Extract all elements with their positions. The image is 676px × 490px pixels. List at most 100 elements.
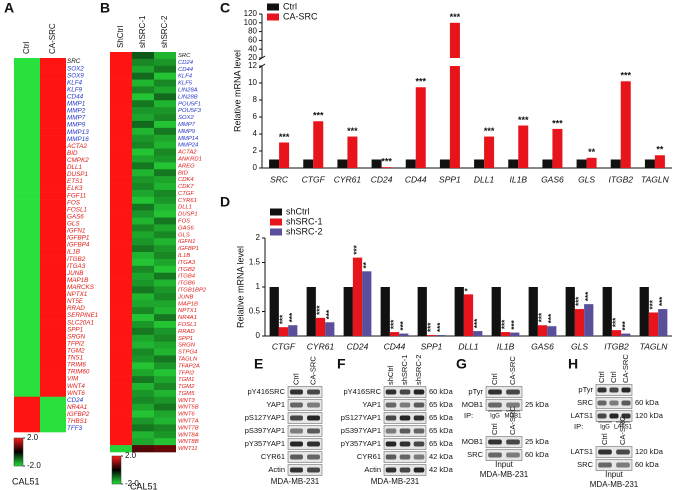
heat-cell <box>154 86 176 94</box>
significance: * <box>464 287 473 291</box>
heat-cell <box>40 312 66 320</box>
heat-cell <box>110 265 132 273</box>
heat-cell <box>132 383 154 391</box>
heat-cell <box>110 383 132 391</box>
band <box>413 441 425 447</box>
bar <box>463 294 474 336</box>
heat-cell <box>14 114 40 122</box>
cell-line: MDA-MB-231 <box>371 477 420 486</box>
scale-label: 2.0 <box>27 433 39 442</box>
column-label: shSRC-1 <box>138 15 147 48</box>
cell-line: MDA-MB-231 <box>590 480 639 489</box>
significance: *** <box>473 318 482 328</box>
heat-cell <box>132 369 154 377</box>
gene-label: SPP1 <box>67 326 83 333</box>
gene-label: SLC20A1 <box>67 319 94 326</box>
heat-cell <box>14 72 40 80</box>
heat-cell <box>154 252 176 260</box>
heat-cell <box>14 276 40 285</box>
gene-label: WNT8B <box>178 439 199 445</box>
band <box>597 413 607 419</box>
heat-cell <box>14 382 40 390</box>
heat-cell <box>132 58 154 67</box>
band <box>413 389 425 395</box>
heat-cell <box>154 127 176 136</box>
heat-cell <box>110 252 132 260</box>
heat-cell <box>132 86 154 94</box>
row-label: CYR61 <box>261 452 285 461</box>
bar <box>610 159 621 168</box>
cell-line: MDA-MB-231 <box>271 477 320 486</box>
band <box>399 428 411 434</box>
gene-label: WNT7A <box>178 419 199 425</box>
lane-label: Ctrl <box>609 371 618 383</box>
lane-label: shSRC-2 <box>414 355 423 385</box>
heat-cell <box>110 327 132 336</box>
gene-label: THBS1 <box>67 418 87 425</box>
heat-cell <box>154 383 176 391</box>
bar <box>500 332 511 336</box>
bar <box>278 327 289 336</box>
row-label: YAP1 <box>266 400 285 409</box>
band <box>307 402 320 408</box>
heat-cell <box>40 65 66 73</box>
heat-cell <box>40 177 66 186</box>
heat-cell <box>40 121 66 129</box>
heat-cell <box>132 431 154 439</box>
x-tick-label: SRC <box>270 174 289 184</box>
bar <box>620 81 631 168</box>
heat-cell <box>110 231 132 239</box>
gene-label: TGM2 <box>178 384 195 390</box>
heat-cell <box>14 100 40 108</box>
band <box>307 467 320 473</box>
heat-cell <box>132 189 154 198</box>
heat-cell <box>154 189 176 198</box>
gene-label: FOS <box>178 219 190 225</box>
ip-label: IP: <box>574 422 583 431</box>
heat-cell <box>154 162 176 170</box>
heat-cell <box>132 348 154 356</box>
significance: *** <box>547 313 556 323</box>
heat-cell <box>132 210 154 218</box>
band <box>616 449 630 455</box>
heat-cell <box>40 241 66 249</box>
heat-cell <box>132 93 154 101</box>
row-label: Actin <box>364 465 381 474</box>
heat-cell <box>132 272 154 280</box>
significance: *** <box>279 132 290 142</box>
bar <box>537 325 548 336</box>
heat-cell <box>40 333 66 341</box>
gene-label: WNT6 <box>178 412 195 418</box>
heat-cell <box>40 72 66 80</box>
heat-cell <box>132 224 154 232</box>
blot-strip <box>287 451 323 463</box>
significance: *** <box>621 320 630 330</box>
row-label: pY416SRC <box>247 387 285 396</box>
heat-cell <box>14 142 40 151</box>
gene-label: TGM5 <box>178 391 195 397</box>
heat-cell <box>110 224 132 232</box>
heat-cell <box>110 134 132 142</box>
x-tick-label: CTGF <box>272 341 296 351</box>
y-tick-label: 4 <box>253 129 258 138</box>
size-label: 65 kDa <box>429 426 454 435</box>
column-label: CA-SRC <box>48 23 57 54</box>
row-label: pS397YAP1 <box>341 426 381 435</box>
band <box>609 387 619 393</box>
x-tick-label: CD24 <box>371 174 393 184</box>
lane-label: Ctrl <box>600 433 609 445</box>
gene-label: VIM <box>67 376 79 383</box>
gene-label: SOX2 <box>67 65 84 72</box>
heat-cell <box>14 361 40 369</box>
gene-label: TAGLN <box>178 356 198 362</box>
heat-cell <box>40 170 66 179</box>
row-label: LATS1 <box>571 447 593 456</box>
heat-cell <box>40 234 66 242</box>
scale-label: -2.0 <box>27 461 41 470</box>
heat-cell <box>110 286 132 294</box>
heat-cell <box>14 192 40 200</box>
heat-cell <box>154 424 176 432</box>
gene-label: MMP2 <box>67 108 86 115</box>
blot-strip <box>287 399 323 411</box>
bar <box>611 330 622 336</box>
